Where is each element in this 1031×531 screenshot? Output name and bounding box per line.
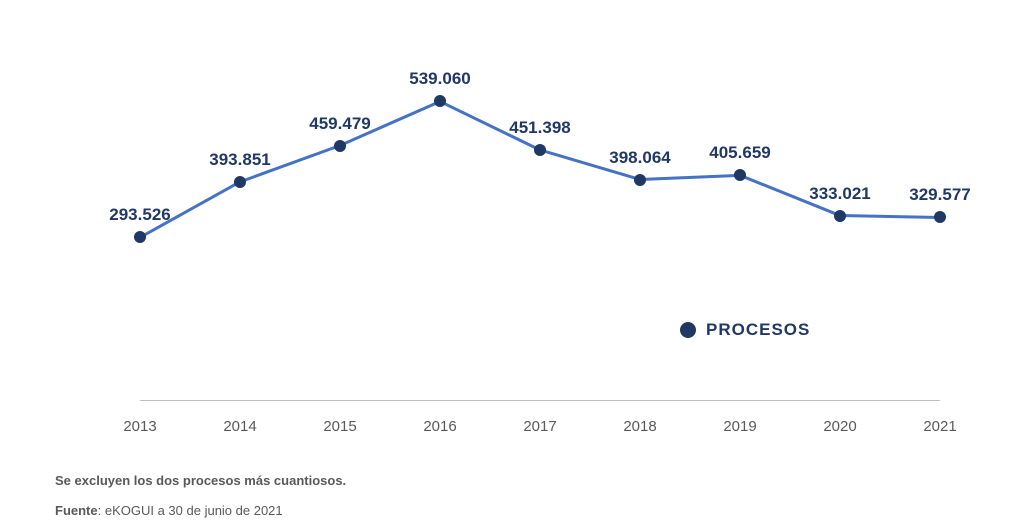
legend-marker-icon [680,322,696,338]
legend-label: PROCESOS [706,320,810,340]
data-label: 451.398 [509,118,570,138]
footnote-source: Fuente: eKOGUI a 30 de junio de 2021 [55,503,283,518]
footnote-exclusion: Se excluyen los dos procesos más cuantio… [55,473,346,488]
legend: PROCESOS [680,320,810,340]
plot-area: 293.5262013393.8512014459.4792015539.060… [140,40,940,400]
data-point [134,231,146,243]
x-tick-label: 2018 [623,418,656,435]
data-point [234,176,246,188]
data-label: 333.021 [809,184,870,204]
x-tick-label: 2013 [123,418,156,435]
footnote-source-text: : eKOGUI a 30 de junio de 2021 [98,503,283,518]
x-tick-label: 2020 [823,418,856,435]
data-label: 293.526 [109,205,170,225]
data-point [834,210,846,222]
data-point [334,140,346,152]
data-label: 459.479 [309,114,370,134]
x-tick-label: 2014 [223,418,256,435]
data-point [534,144,546,156]
data-label: 405.659 [709,143,770,163]
line-series-svg [140,40,940,400]
data-point [634,174,646,186]
data-point [434,95,446,107]
footnote-exclusion-text: Se excluyen los dos procesos más cuantio… [55,473,346,488]
data-label: 539.060 [409,69,470,89]
x-tick-label: 2017 [523,418,556,435]
data-point [934,211,946,223]
data-label: 329.577 [909,185,970,205]
x-axis-line [140,400,940,401]
x-tick-label: 2019 [723,418,756,435]
x-tick-label: 2016 [423,418,456,435]
chart-container: 293.526 2013 393.851 2014 459.479 2015 539.060… [0,0,1031,531]
footnote-source-label: Fuente [55,503,98,518]
x-tick-label: 2015 [323,418,356,435]
data-label: 393.851 [209,150,270,170]
data-point [734,169,746,181]
data-label: 398.064 [609,148,670,168]
x-tick-label: 2021 [923,418,956,435]
